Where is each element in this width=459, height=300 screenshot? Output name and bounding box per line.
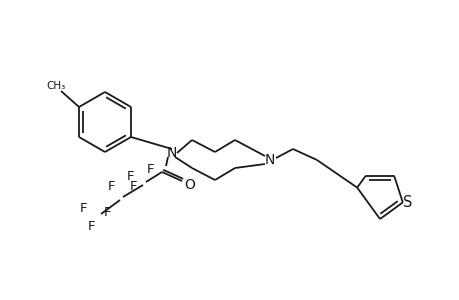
Text: F: F (108, 179, 116, 193)
Text: CH₃: CH₃ (46, 81, 66, 91)
Text: F: F (88, 220, 95, 233)
Text: F: F (130, 179, 137, 193)
Text: F: F (104, 206, 112, 220)
Text: F: F (127, 170, 134, 184)
Text: O: O (184, 178, 195, 192)
Text: N: N (167, 146, 177, 160)
Text: N: N (264, 153, 274, 167)
Text: F: F (147, 163, 154, 176)
Text: F: F (80, 202, 88, 215)
Text: S: S (402, 195, 412, 210)
